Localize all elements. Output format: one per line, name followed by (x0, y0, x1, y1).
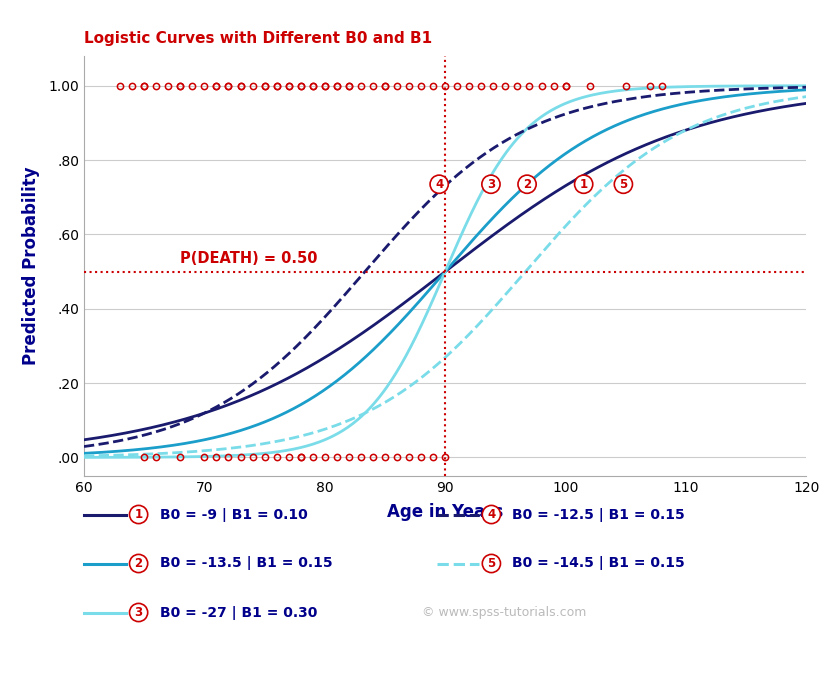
Text: B0 = -13.5 | B1 = 0.15: B0 = -13.5 | B1 = 0.15 (160, 556, 333, 570)
Text: © www.spss-tutorials.com: © www.spss-tutorials.com (422, 606, 586, 619)
Text: 5: 5 (487, 557, 496, 570)
Text: 2: 2 (134, 557, 143, 570)
Text: 4: 4 (435, 178, 444, 190)
Text: P(DEATH) = 0.50: P(DEATH) = 0.50 (181, 251, 318, 266)
Text: B0 = -14.5 | B1 = 0.15: B0 = -14.5 | B1 = 0.15 (512, 556, 685, 570)
X-axis label: Age in Years: Age in Years (387, 503, 503, 522)
Text: 5: 5 (619, 178, 627, 190)
Text: 1: 1 (580, 178, 588, 190)
Text: B0 = -12.5 | B1 = 0.15: B0 = -12.5 | B1 = 0.15 (512, 508, 685, 522)
Text: 1: 1 (134, 508, 143, 521)
Text: 3: 3 (134, 606, 143, 619)
Text: B0 = -27 | B1 = 0.30: B0 = -27 | B1 = 0.30 (160, 606, 317, 620)
Text: B0 = -9 | B1 = 0.10: B0 = -9 | B1 = 0.10 (160, 508, 307, 522)
Text: 3: 3 (487, 178, 495, 190)
Text: 4: 4 (487, 508, 496, 521)
Text: Logistic Curves with Different B0 and B1: Logistic Curves with Different B0 and B1 (84, 31, 432, 46)
Text: 2: 2 (523, 178, 531, 190)
Y-axis label: Predicted Probability: Predicted Probability (22, 167, 40, 365)
